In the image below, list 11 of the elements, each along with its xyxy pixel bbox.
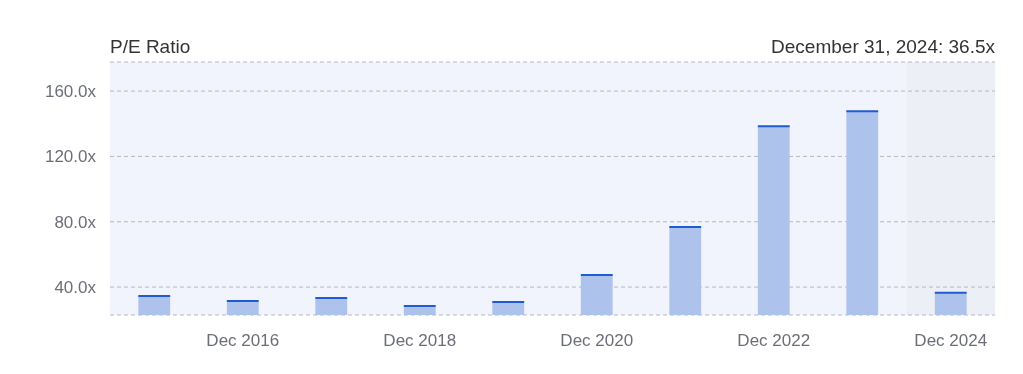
- x-tick-label: Dec 2022: [737, 331, 811, 350]
- x-tick-label: Dec 2024: [914, 331, 988, 350]
- y-tick-label: 120.0x: [44, 147, 97, 167]
- chart-title: P/E Ratio: [110, 36, 191, 57]
- y-tick-label: 40.0x: [54, 278, 97, 298]
- x-tick-label: Dec 2016: [206, 331, 280, 350]
- x-tick-label: Dec 2020: [560, 331, 634, 350]
- y-tick-label: 80.0x: [54, 212, 97, 232]
- y-tick-label: 160.0x: [44, 82, 97, 102]
- x-tick-label: Dec 2018: [383, 331, 457, 350]
- text: December 31, 2024: 36.5x: [771, 36, 996, 57]
